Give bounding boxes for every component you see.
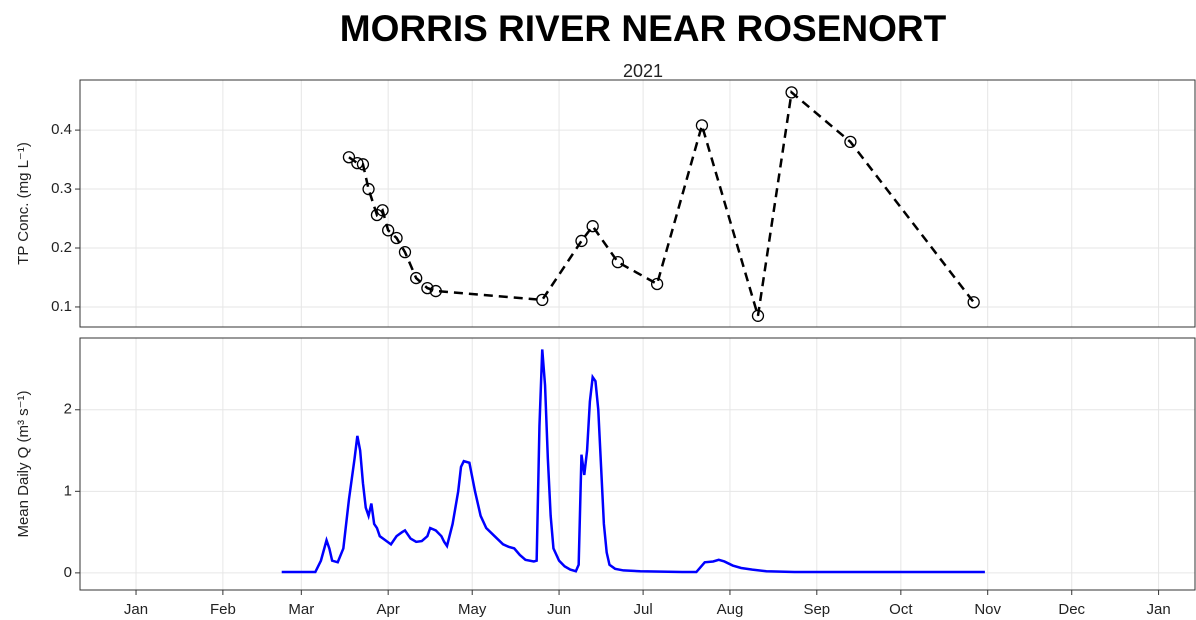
data-point: [536, 293, 549, 307]
x-tick-label: Apr: [376, 601, 399, 618]
panel-background: [80, 80, 1195, 327]
data-point: [342, 151, 356, 164]
x-tick-label: Mar: [288, 601, 314, 618]
data-point: [362, 182, 375, 196]
x-tick-label: May: [458, 601, 487, 618]
y-tick-label: 0.4: [51, 121, 72, 138]
panel-border: [79, 337, 1196, 591]
data-point: [410, 271, 423, 285]
data-point: [785, 86, 798, 99]
data-point: [356, 158, 370, 171]
x-tick-label: Sep: [803, 601, 830, 618]
data-point: [611, 256, 625, 269]
data-point: [382, 224, 395, 237]
x-tick-label: Jan: [1146, 601, 1170, 618]
data-point: [650, 277, 664, 291]
y-tick-label: 0.2: [51, 239, 72, 256]
data-point: [390, 231, 403, 245]
data-point: [586, 220, 599, 233]
x-tick-label: Jul: [634, 601, 653, 618]
x-tick-label: Jan: [124, 601, 148, 618]
y-tick-label: 0.3: [51, 180, 72, 197]
y-tick-label: 0.1: [51, 298, 72, 315]
data-point: [376, 204, 389, 217]
data-point: [575, 234, 588, 248]
panel-background: [80, 338, 1195, 590]
y-tick-label: 2: [64, 401, 72, 418]
x-tick-label: Oct: [889, 601, 913, 618]
data-point: [398, 245, 412, 259]
data-point: [351, 156, 364, 170]
data-point: [695, 119, 709, 132]
x-tick-label: Jun: [547, 601, 571, 618]
y-tick-label: 0: [64, 564, 72, 581]
data-point: [421, 281, 434, 295]
y-axis-label: TP Conc. (mg L⁻¹): [15, 142, 32, 265]
x-tick-label: Nov: [974, 601, 1001, 618]
data-point: [967, 296, 980, 309]
y-tick-label: 1: [64, 482, 72, 499]
x-tick-label: Feb: [210, 601, 236, 618]
data-point: [429, 284, 442, 298]
data-point: [844, 135, 857, 149]
chart-subtitle: 2021: [623, 61, 663, 81]
x-tick-label: Dec: [1058, 601, 1085, 618]
x-tick-label: Aug: [717, 601, 744, 618]
panel-border: [79, 79, 1196, 328]
data-line: [281, 349, 985, 574]
data-line: [348, 89, 975, 317]
y-axis-label: Mean Daily Q (m³ s⁻¹): [15, 390, 32, 537]
data-point: [751, 309, 765, 322]
chart-title: MORRIS RIVER NEAR ROSENORT: [340, 8, 947, 49]
